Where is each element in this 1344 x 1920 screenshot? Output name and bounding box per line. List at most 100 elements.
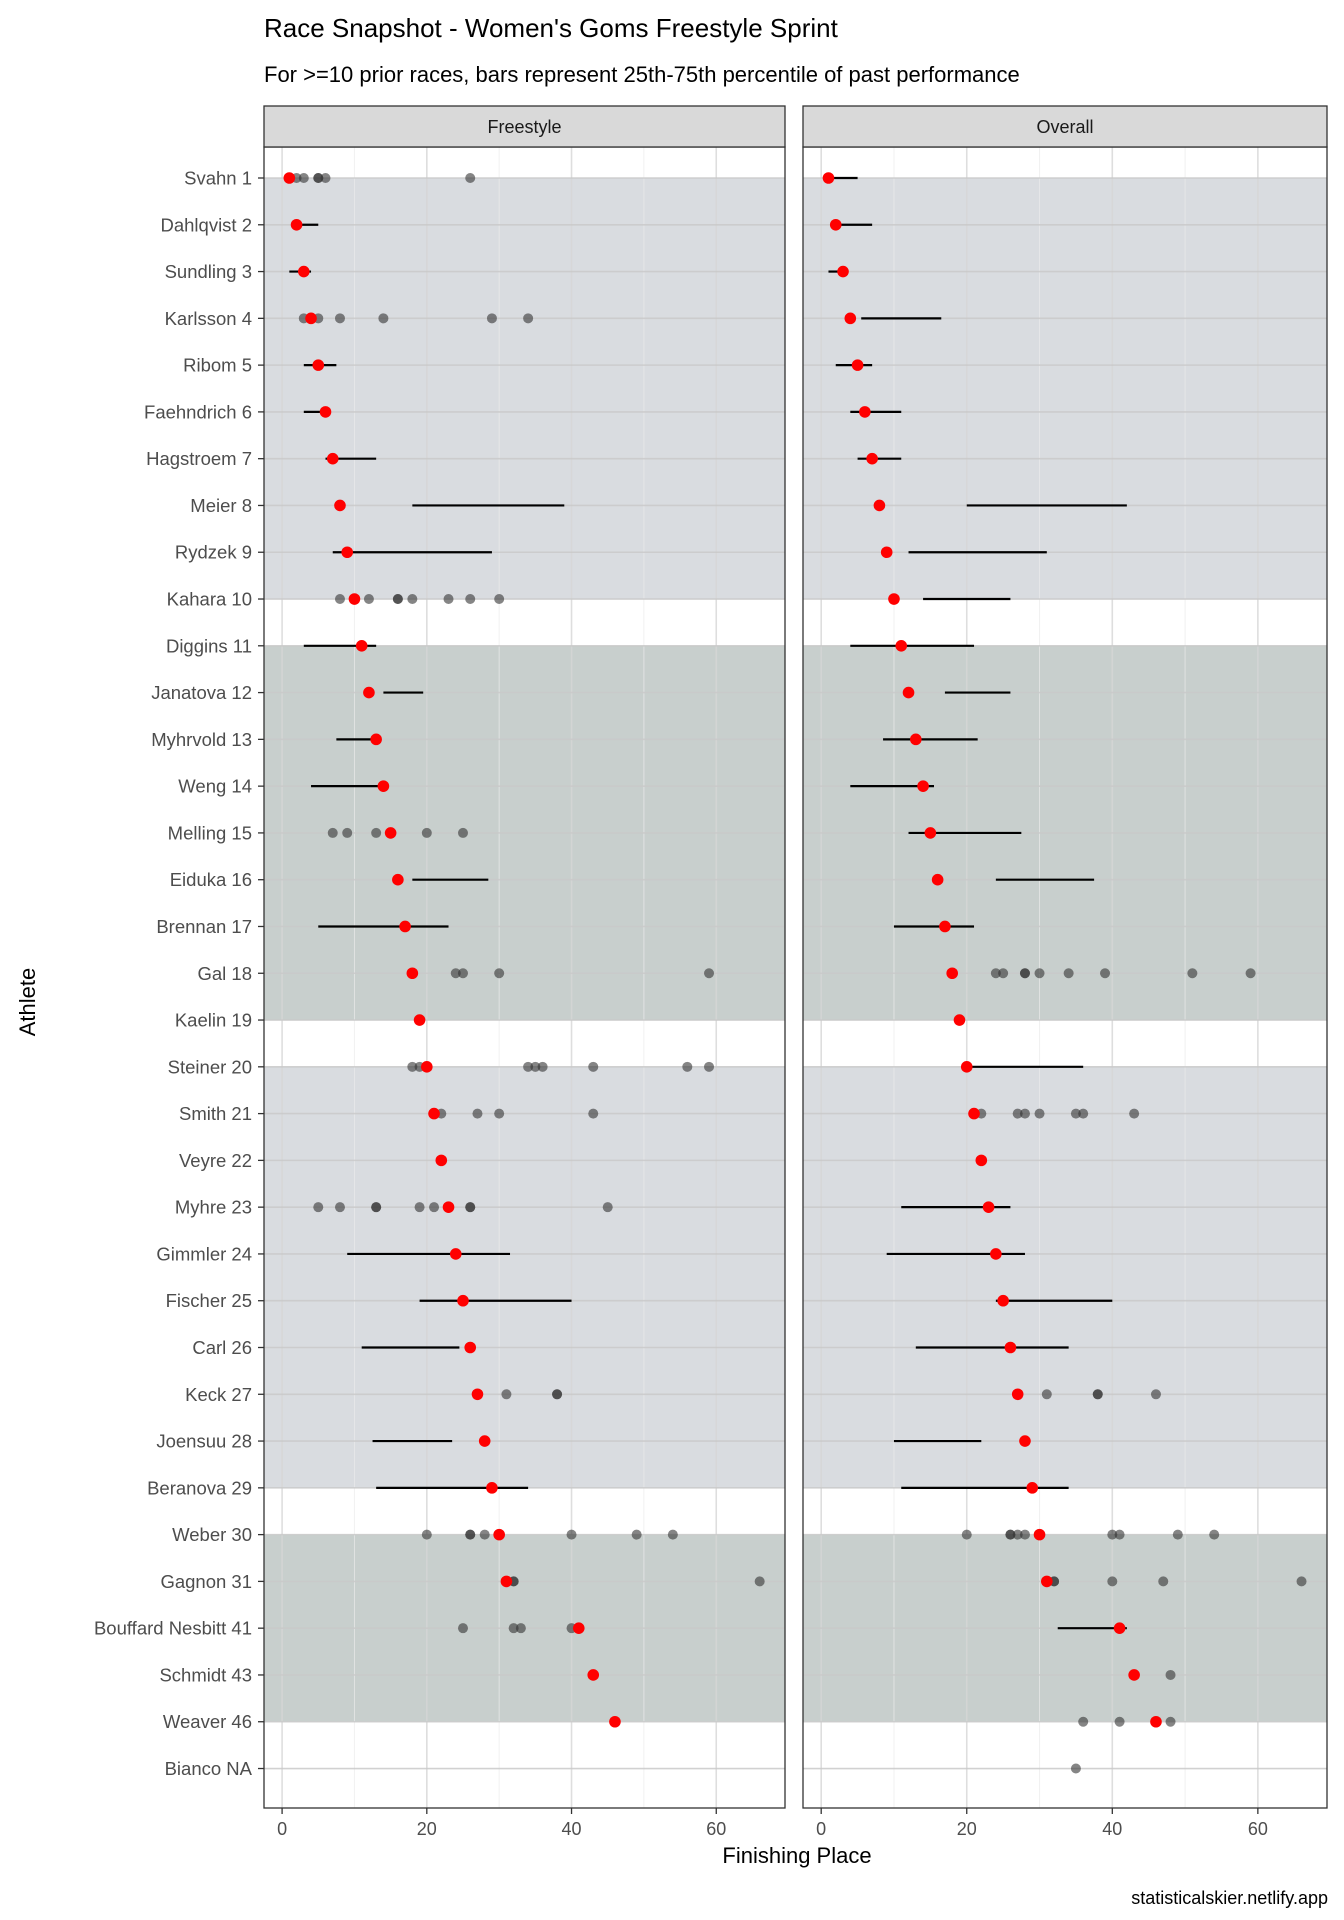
- current-place-point: [1026, 1482, 1039, 1494]
- current-place-point: [370, 733, 382, 746]
- current-place-point: [1033, 1528, 1046, 1541]
- past-result-point: [457, 827, 468, 838]
- athlete-label: Kahara 10: [167, 589, 252, 610]
- past-result-point: [494, 968, 505, 979]
- current-place-point: [421, 1061, 433, 1073]
- past-result-point: [486, 313, 497, 324]
- past-result-point: [313, 1202, 324, 1213]
- current-place-point: [399, 920, 411, 933]
- past-result-point: [682, 1061, 693, 1072]
- past-result-point: [1012, 1529, 1023, 1540]
- past-result-point: [523, 313, 534, 324]
- current-place-point: [297, 265, 310, 278]
- past-result-point: [407, 1061, 418, 1072]
- past-result-point: [465, 1202, 476, 1213]
- past-result-point: [1005, 1529, 1016, 1540]
- current-place-point: [312, 359, 325, 371]
- athlete-label: Gagnon 31: [160, 1571, 252, 1592]
- past-result-point: [479, 1529, 490, 1540]
- past-result-point: [371, 827, 382, 838]
- past-result-point: [754, 1576, 765, 1587]
- current-place-point: [968, 1107, 980, 1120]
- past-result-point: [1129, 1108, 1140, 1119]
- past-result-point: [494, 594, 505, 605]
- athlete-label: Smith 21: [179, 1103, 252, 1124]
- athlete-label: Fischer 25: [166, 1290, 252, 1311]
- facet-strip: [802, 105, 1328, 148]
- current-place-point: [990, 1248, 1002, 1260]
- past-result-point: [421, 827, 432, 838]
- past-result-point: [961, 1529, 972, 1540]
- past-result-point: [1165, 1669, 1176, 1680]
- current-place-point: [341, 546, 354, 559]
- past-result-point: [429, 1202, 440, 1213]
- athlete-label: Steiner 20: [168, 1056, 252, 1077]
- past-result-point: [342, 827, 353, 838]
- athlete-label: Rydzek 9: [175, 542, 252, 563]
- past-result-point: [1165, 1716, 1176, 1727]
- current-place-point: [290, 218, 303, 231]
- current-place-point: [917, 780, 929, 792]
- past-result-point: [1012, 1108, 1023, 1119]
- x-tick-label: 40: [1102, 1819, 1122, 1839]
- past-result-point: [363, 594, 374, 605]
- current-place-point: [457, 1294, 469, 1307]
- current-place-point: [486, 1482, 498, 1494]
- past-result-point: [1100, 968, 1111, 979]
- athlete-label: Beranova 29: [147, 1477, 252, 1498]
- past-result-point: [1172, 1529, 1183, 1540]
- current-place-point: [392, 873, 404, 886]
- past-result-point: [998, 968, 1009, 979]
- x-axis-title: Finishing Place: [722, 1843, 871, 1868]
- past-result-point: [327, 827, 338, 838]
- past-result-point: [443, 594, 454, 605]
- past-result-point: [450, 968, 461, 979]
- current-place-point: [1113, 1622, 1126, 1634]
- past-result-point: [508, 1623, 519, 1634]
- past-result-point: [472, 1108, 483, 1119]
- x-tick-label: 20: [957, 1819, 977, 1839]
- past-result-point: [298, 173, 309, 183]
- current-place-point: [822, 172, 835, 184]
- past-result-point: [515, 1623, 526, 1634]
- current-place-point: [471, 1388, 484, 1401]
- past-result-point: [1041, 1389, 1052, 1400]
- athlete-label: Gimmler 24: [156, 1243, 252, 1264]
- past-result-point: [1019, 968, 1030, 979]
- past-result-point: [1114, 1716, 1125, 1727]
- past-result-point: [1187, 968, 1198, 979]
- current-place-point: [1150, 1715, 1162, 1728]
- current-place-point: [982, 1201, 995, 1213]
- athlete-label: Bouffard Nesbitt 41: [94, 1618, 252, 1639]
- past-result-point: [552, 1389, 563, 1400]
- athlete-label: Gal 18: [197, 963, 252, 984]
- athlete-label: Joensuu 28: [156, 1431, 252, 1452]
- athlete-label: Karlsson 4: [165, 308, 252, 329]
- past-result-point: [1150, 1389, 1161, 1400]
- past-result-point: [990, 968, 1001, 979]
- past-result-point: [371, 1202, 382, 1213]
- athlete-label: Svahn 1: [184, 168, 252, 189]
- current-place-point: [924, 827, 937, 839]
- past-result-point: [566, 1529, 577, 1540]
- current-place-point: [449, 1248, 462, 1260]
- past-result-point: [1019, 1529, 1030, 1540]
- current-place-point: [859, 406, 871, 418]
- x-tick-label: 0: [816, 1819, 826, 1839]
- current-place-point: [348, 593, 361, 605]
- current-place-point: [946, 967, 958, 980]
- athlete-label: Weaver 46: [163, 1711, 252, 1732]
- current-place-point: [953, 1014, 966, 1026]
- past-result-point: [602, 1202, 613, 1213]
- panel-overall: Overall 0 20 40 60: [802, 105, 1328, 1839]
- current-place-point: [880, 546, 893, 559]
- athlete-label: Schmidt 43: [159, 1664, 252, 1685]
- past-result-point: [1245, 968, 1256, 979]
- facet-strip: [263, 105, 786, 148]
- current-place-point: [851, 359, 864, 371]
- facet-panels: Freestyle 0 20 40 60 Overall 0 20 40 60: [263, 105, 1328, 1839]
- athlete-label: Kaelin 19: [175, 1010, 252, 1031]
- past-result-point: [392, 594, 403, 605]
- past-result-point: [1092, 1389, 1103, 1400]
